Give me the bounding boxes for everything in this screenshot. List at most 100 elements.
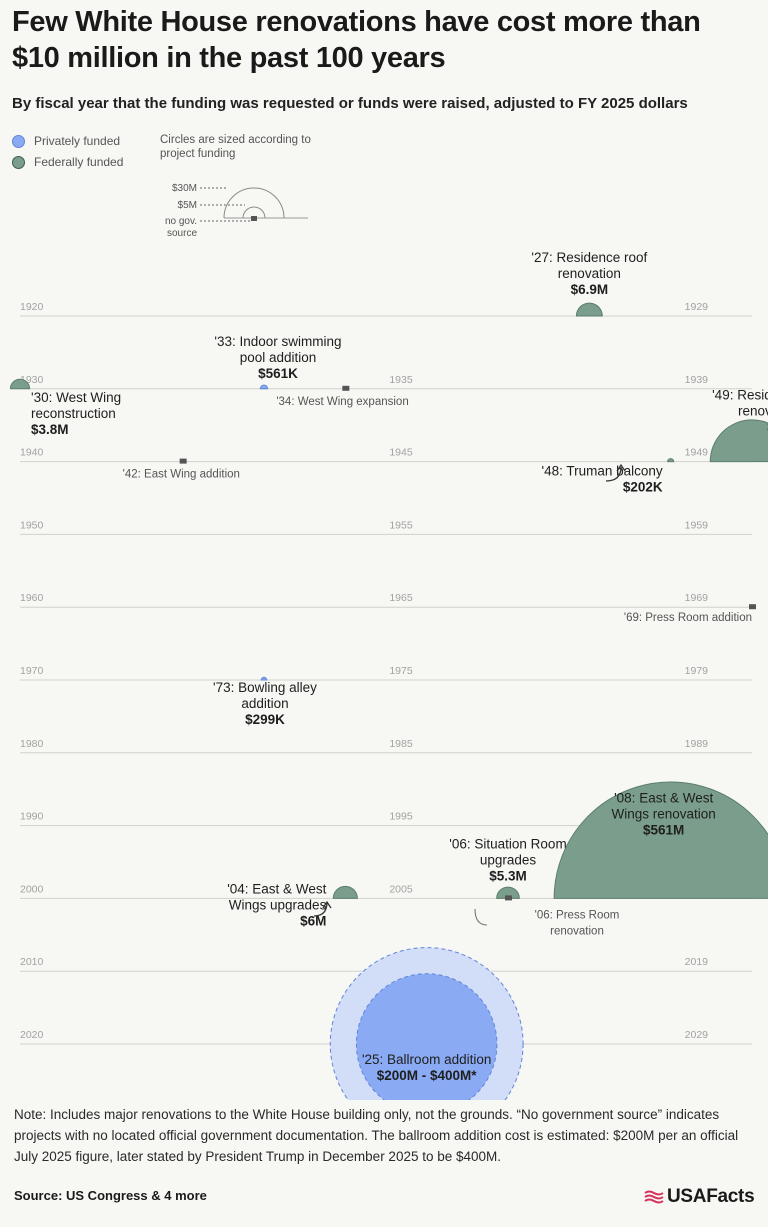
- private-bubble: [260, 676, 268, 681]
- project-label: '04: East & West: [227, 881, 326, 896]
- size-legend-note: Circles are sized according to project f…: [160, 134, 311, 160]
- project-label: '73: Bowling alley: [213, 680, 317, 695]
- federal-bubble: [332, 885, 358, 899]
- project-label: renovation: [550, 925, 604, 937]
- size-legend-label: no gov.: [165, 216, 197, 227]
- truman-balcony-arrow: [605, 466, 622, 482]
- page-title: Few White House renovations have cost mo…: [12, 6, 701, 74]
- decade-start-label: 1960: [20, 592, 44, 604]
- decade-end-label: 1979: [685, 665, 709, 677]
- project-label: '69: Press Room addition: [624, 612, 752, 624]
- decade-start-label: 1920: [20, 301, 44, 313]
- federal-bubble: [667, 458, 675, 463]
- decade-start-label: 1940: [20, 447, 44, 459]
- project-label: '27: Residence roof: [531, 250, 647, 265]
- no-source-marker: [749, 604, 756, 610]
- wings-upgrades-arrowhead: [322, 900, 332, 909]
- legend-private-label: Privately funded: [34, 134, 121, 148]
- project-label: '33: Indoor swimming: [214, 334, 341, 349]
- federal-bubble: [575, 302, 603, 317]
- project-label: '30: West Wing: [31, 390, 121, 405]
- no-source-marker: [505, 895, 512, 901]
- size-legend-circle-30m: [223, 187, 285, 219]
- decade-mid-label: 1995: [389, 811, 413, 823]
- federal-bubble: [496, 886, 520, 899]
- project-label: '08: East & West: [614, 790, 713, 805]
- project-value: $561K: [258, 366, 298, 381]
- decade-mid-label: 1945: [389, 447, 413, 459]
- decade-mid-label: 1955: [389, 519, 413, 531]
- flag-icon: [644, 1190, 664, 1204]
- decade-start-label: 2020: [20, 1029, 44, 1041]
- private-bubble: [259, 384, 269, 390]
- decade-start-label: 1950: [20, 519, 44, 531]
- size-legend-label: source: [167, 228, 197, 239]
- truman-balcony-arrowhead: [616, 463, 626, 472]
- legend-federal: Federally funded: [12, 155, 123, 169]
- project-label: '06: Situation Room: [449, 836, 566, 851]
- project-label: upgrades: [480, 852, 537, 867]
- project-label: '48: Truman balcony: [542, 464, 663, 479]
- decade-end-label: 2029: [685, 1029, 709, 1041]
- decade-end-label: 1939: [685, 374, 709, 386]
- project-label: '34: West Wing expansion: [276, 396, 408, 408]
- project-label: reconstruction: [31, 406, 116, 421]
- project-value: $202K: [623, 480, 663, 495]
- project-label: addition: [241, 696, 288, 711]
- wings-upgrades-arrow: [313, 901, 328, 917]
- footnote: Note: Includes major renovations to the …: [14, 1107, 739, 1164]
- federal-bubble: [709, 419, 768, 463]
- project-label: '49: Residence: [712, 388, 768, 403]
- decade-end-label: 1969: [685, 592, 709, 604]
- decade-end-label: 1929: [685, 301, 709, 313]
- project-value: $200M - $400M*: [377, 1068, 478, 1083]
- private-bubble: [355, 973, 498, 1100]
- legend-federal-label: Federally funded: [34, 155, 124, 169]
- decade-mid-label: 1965: [389, 592, 413, 604]
- decade-start-label: 1990: [20, 811, 44, 823]
- decade-mid-label: 1935: [389, 374, 413, 386]
- project-value: $3.8M: [31, 422, 69, 437]
- press-room-leader: [474, 908, 488, 926]
- federal-bubble: [9, 378, 31, 390]
- no-source-marker: [179, 458, 187, 464]
- project-label: Wings upgrades: [229, 897, 327, 912]
- private-dot-icon: [12, 134, 25, 148]
- size-legend-circle-5m: [242, 206, 266, 219]
- logo-text: USAFacts: [667, 1186, 755, 1207]
- size-legend-no-source-marker: [251, 216, 257, 221]
- project-label: pool addition: [240, 350, 317, 365]
- federal-dot-icon: [12, 155, 25, 169]
- project-label: '25: Ballroom addition: [362, 1052, 491, 1067]
- size-legend-label: $5M: [178, 200, 197, 211]
- legend-private: Privately funded: [12, 134, 120, 148]
- project-label: renovation: [738, 404, 768, 419]
- project-value: $299K: [245, 712, 285, 727]
- project-value: $6.9M: [571, 282, 609, 297]
- decade-mid-label: 1975: [389, 665, 413, 677]
- project-value: $6M: [300, 913, 326, 928]
- federal-bubble: [553, 781, 768, 899]
- project-label: renovation: [558, 266, 621, 281]
- project-value: $561M: [643, 822, 684, 837]
- decade-end-label: 2019: [685, 956, 709, 968]
- chart-subtitle: By fiscal year that the funding was requ…: [12, 95, 688, 112]
- project-label: Wings renovation: [612, 806, 716, 821]
- decade-end-label: 1949: [685, 447, 709, 459]
- decade-start-label: 2010: [20, 956, 44, 968]
- decade-start-label: 1970: [20, 665, 44, 677]
- decade-end-label: 1959: [685, 519, 709, 531]
- size-legend-label: $30M: [172, 183, 197, 194]
- project-value: $5.3M: [489, 868, 527, 883]
- decade-end-label: 1989: [685, 738, 709, 750]
- decade-mid-label: 1985: [389, 738, 413, 750]
- source-link[interactable]: Source: US Congress & 4 more: [14, 1188, 207, 1203]
- decade-start-label: 1980: [20, 738, 44, 750]
- project-label: '42: East Wing addition: [123, 469, 240, 481]
- decade-mid-label: 2005: [389, 883, 413, 895]
- usafacts-logo: USAFacts: [644, 1186, 755, 1208]
- no-source-marker: [342, 385, 350, 391]
- decade-start-label: 2000: [20, 883, 44, 895]
- project-label: '06: Press Room: [535, 909, 620, 921]
